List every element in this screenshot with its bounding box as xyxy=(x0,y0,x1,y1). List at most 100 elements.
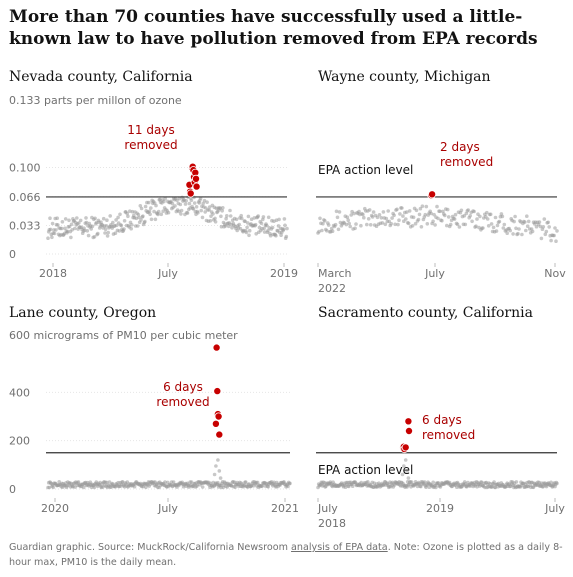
daily-point xyxy=(397,218,401,222)
daily-point xyxy=(217,469,222,473)
daily-point xyxy=(50,235,54,240)
daily-point xyxy=(547,225,551,229)
daily-point xyxy=(455,222,460,227)
daily-point xyxy=(333,222,338,227)
daily-point xyxy=(111,220,115,225)
daily-point xyxy=(485,210,489,215)
daily-point xyxy=(154,203,158,208)
daily-point xyxy=(438,209,442,214)
daily-point xyxy=(516,231,520,236)
daily-point xyxy=(474,224,478,228)
x-tick-label: 2022 xyxy=(318,282,346,295)
daily-point xyxy=(244,230,249,235)
daily-point xyxy=(513,214,517,219)
x-tick-label: July xyxy=(317,502,338,515)
daily-point xyxy=(326,223,331,227)
daily-point xyxy=(367,208,372,212)
daily-point xyxy=(105,218,109,222)
daily-point xyxy=(538,224,543,229)
daily-point xyxy=(249,217,254,221)
daily-point xyxy=(166,210,171,215)
x-tick-label: 2019 xyxy=(270,267,298,280)
daily-point xyxy=(270,225,275,230)
footer-link[interactable]: analysis of EPA data xyxy=(291,542,388,553)
daily-point xyxy=(192,201,197,205)
daily-point xyxy=(470,219,474,224)
daily-point xyxy=(276,224,281,228)
daily-point xyxy=(128,209,132,213)
daily-point xyxy=(266,215,271,220)
footer-note: . Note: Ozone is plotted as a daily 8-ho… xyxy=(9,542,563,568)
daily-point xyxy=(185,211,190,215)
daily-point xyxy=(549,238,553,243)
daily-point xyxy=(117,229,122,233)
daily-point xyxy=(525,224,530,228)
daily-point xyxy=(247,228,252,233)
daily-point xyxy=(223,224,228,228)
daily-point xyxy=(389,221,393,226)
daily-point xyxy=(103,227,108,232)
daily-point xyxy=(213,220,218,224)
daily-point xyxy=(400,206,404,210)
daily-point xyxy=(452,217,457,221)
daily-point xyxy=(468,214,472,218)
removed-annotation-line2: removed xyxy=(440,155,493,169)
daily-point xyxy=(416,217,421,222)
y-tick-label: 0 xyxy=(9,248,16,261)
daily-point xyxy=(555,229,559,233)
daily-point xyxy=(404,217,408,221)
daily-point xyxy=(221,206,225,210)
daily-point xyxy=(347,221,351,226)
daily-point xyxy=(502,222,507,227)
daily-point xyxy=(262,226,266,231)
daily-point xyxy=(422,480,427,484)
daily-point xyxy=(517,227,521,231)
daily-point xyxy=(488,212,493,217)
daily-point xyxy=(383,222,388,227)
daily-point xyxy=(105,480,109,485)
daily-point xyxy=(60,220,65,224)
daily-point xyxy=(514,480,519,484)
daily-point xyxy=(544,229,549,234)
daily-point xyxy=(240,216,244,221)
daily-point xyxy=(400,472,405,477)
daily-points xyxy=(46,458,292,490)
daily-point xyxy=(423,212,428,217)
daily-point xyxy=(279,233,283,237)
daily-point xyxy=(196,211,200,215)
daily-point xyxy=(195,483,200,487)
daily-point xyxy=(425,222,430,226)
daily-point xyxy=(118,212,122,217)
removed-annotation-line1: 11 days xyxy=(127,123,174,137)
daily-point xyxy=(445,223,449,228)
daily-point xyxy=(114,218,118,222)
daily-point xyxy=(147,200,151,205)
daily-point xyxy=(219,224,224,229)
daily-point xyxy=(393,222,397,227)
daily-point xyxy=(126,214,130,219)
daily-point xyxy=(54,228,58,232)
daily-point xyxy=(243,480,248,484)
daily-point xyxy=(105,234,110,238)
daily-point xyxy=(122,219,127,223)
daily-point xyxy=(500,214,505,219)
daily-point xyxy=(390,216,394,220)
daily-point xyxy=(436,216,440,221)
x-tick-label: July xyxy=(157,502,178,515)
daily-point xyxy=(107,480,112,484)
daily-point xyxy=(226,224,231,229)
unit-label: 600 micrograms of PM10 per cubic meter xyxy=(9,329,238,342)
x-tick-label: 2018 xyxy=(39,267,67,280)
daily-point xyxy=(431,480,435,485)
daily-point xyxy=(139,218,143,222)
daily-point xyxy=(84,216,88,220)
daily-point xyxy=(379,216,384,220)
daily-point xyxy=(85,229,90,233)
daily-point xyxy=(432,212,436,217)
daily-point xyxy=(371,210,376,214)
daily-point xyxy=(132,484,137,489)
daily-point xyxy=(187,201,192,206)
daily-point xyxy=(179,208,184,213)
daily-point xyxy=(266,228,270,233)
daily-point xyxy=(530,229,535,234)
